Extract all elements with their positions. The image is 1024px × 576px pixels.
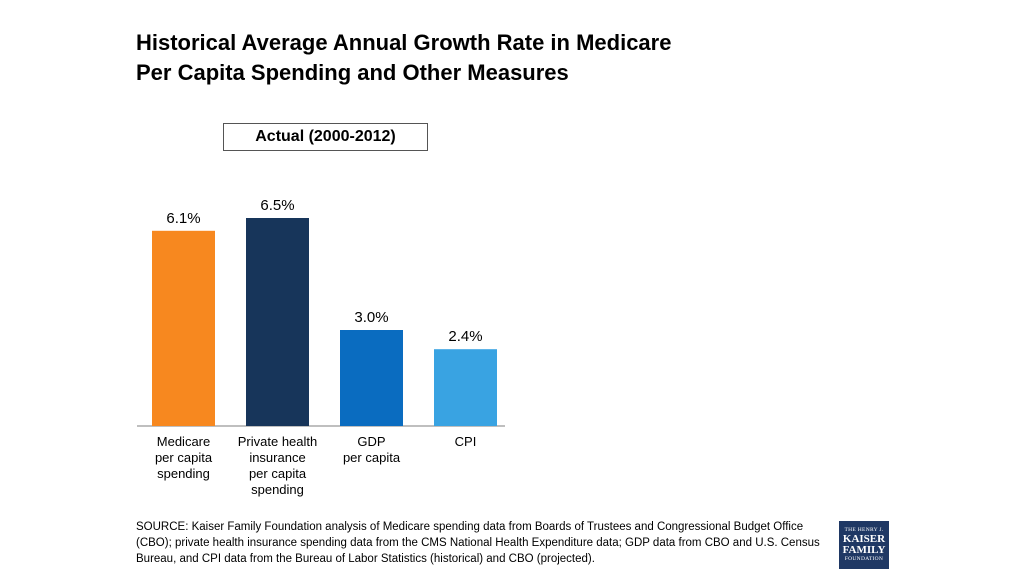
data-label-3: 2.4%	[448, 328, 482, 345]
category-label-0: Medicare per capita spending	[155, 434, 213, 481]
data-label-0: 6.1%	[166, 210, 200, 227]
category-label-2: GDP per capita	[343, 434, 401, 465]
category-label-3: CPI	[455, 434, 477, 449]
category-label-1: Private health insurance per capita spendin…	[238, 434, 318, 497]
chart-title-line-2: Per Capita Spending and Other Measures	[136, 60, 569, 85]
logo-line-4: FOUNDATION	[844, 556, 884, 562]
period-label-box: Actual (2000-2012)	[223, 123, 428, 151]
logo-line-2: KAISER	[842, 533, 886, 545]
logo-line-3: FAMILY	[842, 544, 886, 556]
source-note: SOURCE: Kaiser Family Foundation analysi…	[136, 521, 820, 565]
kff-logo: THE HENRY J. KAISER FAMILY FOUNDATION	[839, 521, 889, 569]
data-label-2: 3.0%	[354, 309, 388, 326]
bar-3	[434, 349, 497, 426]
data-label-1: 6.5%	[260, 197, 294, 214]
chart-title: Historical Average Annual Growth Rate in…	[136, 28, 671, 88]
period-label: Actual (2000-2012)	[255, 128, 396, 145]
chart-title-line-1: Historical Average Annual Growth Rate in…	[136, 30, 672, 55]
bar-0	[152, 230, 215, 426]
logo-line-1: THE HENRY J.	[844, 527, 884, 533]
bar-2	[340, 330, 403, 426]
bar-1	[246, 218, 309, 426]
